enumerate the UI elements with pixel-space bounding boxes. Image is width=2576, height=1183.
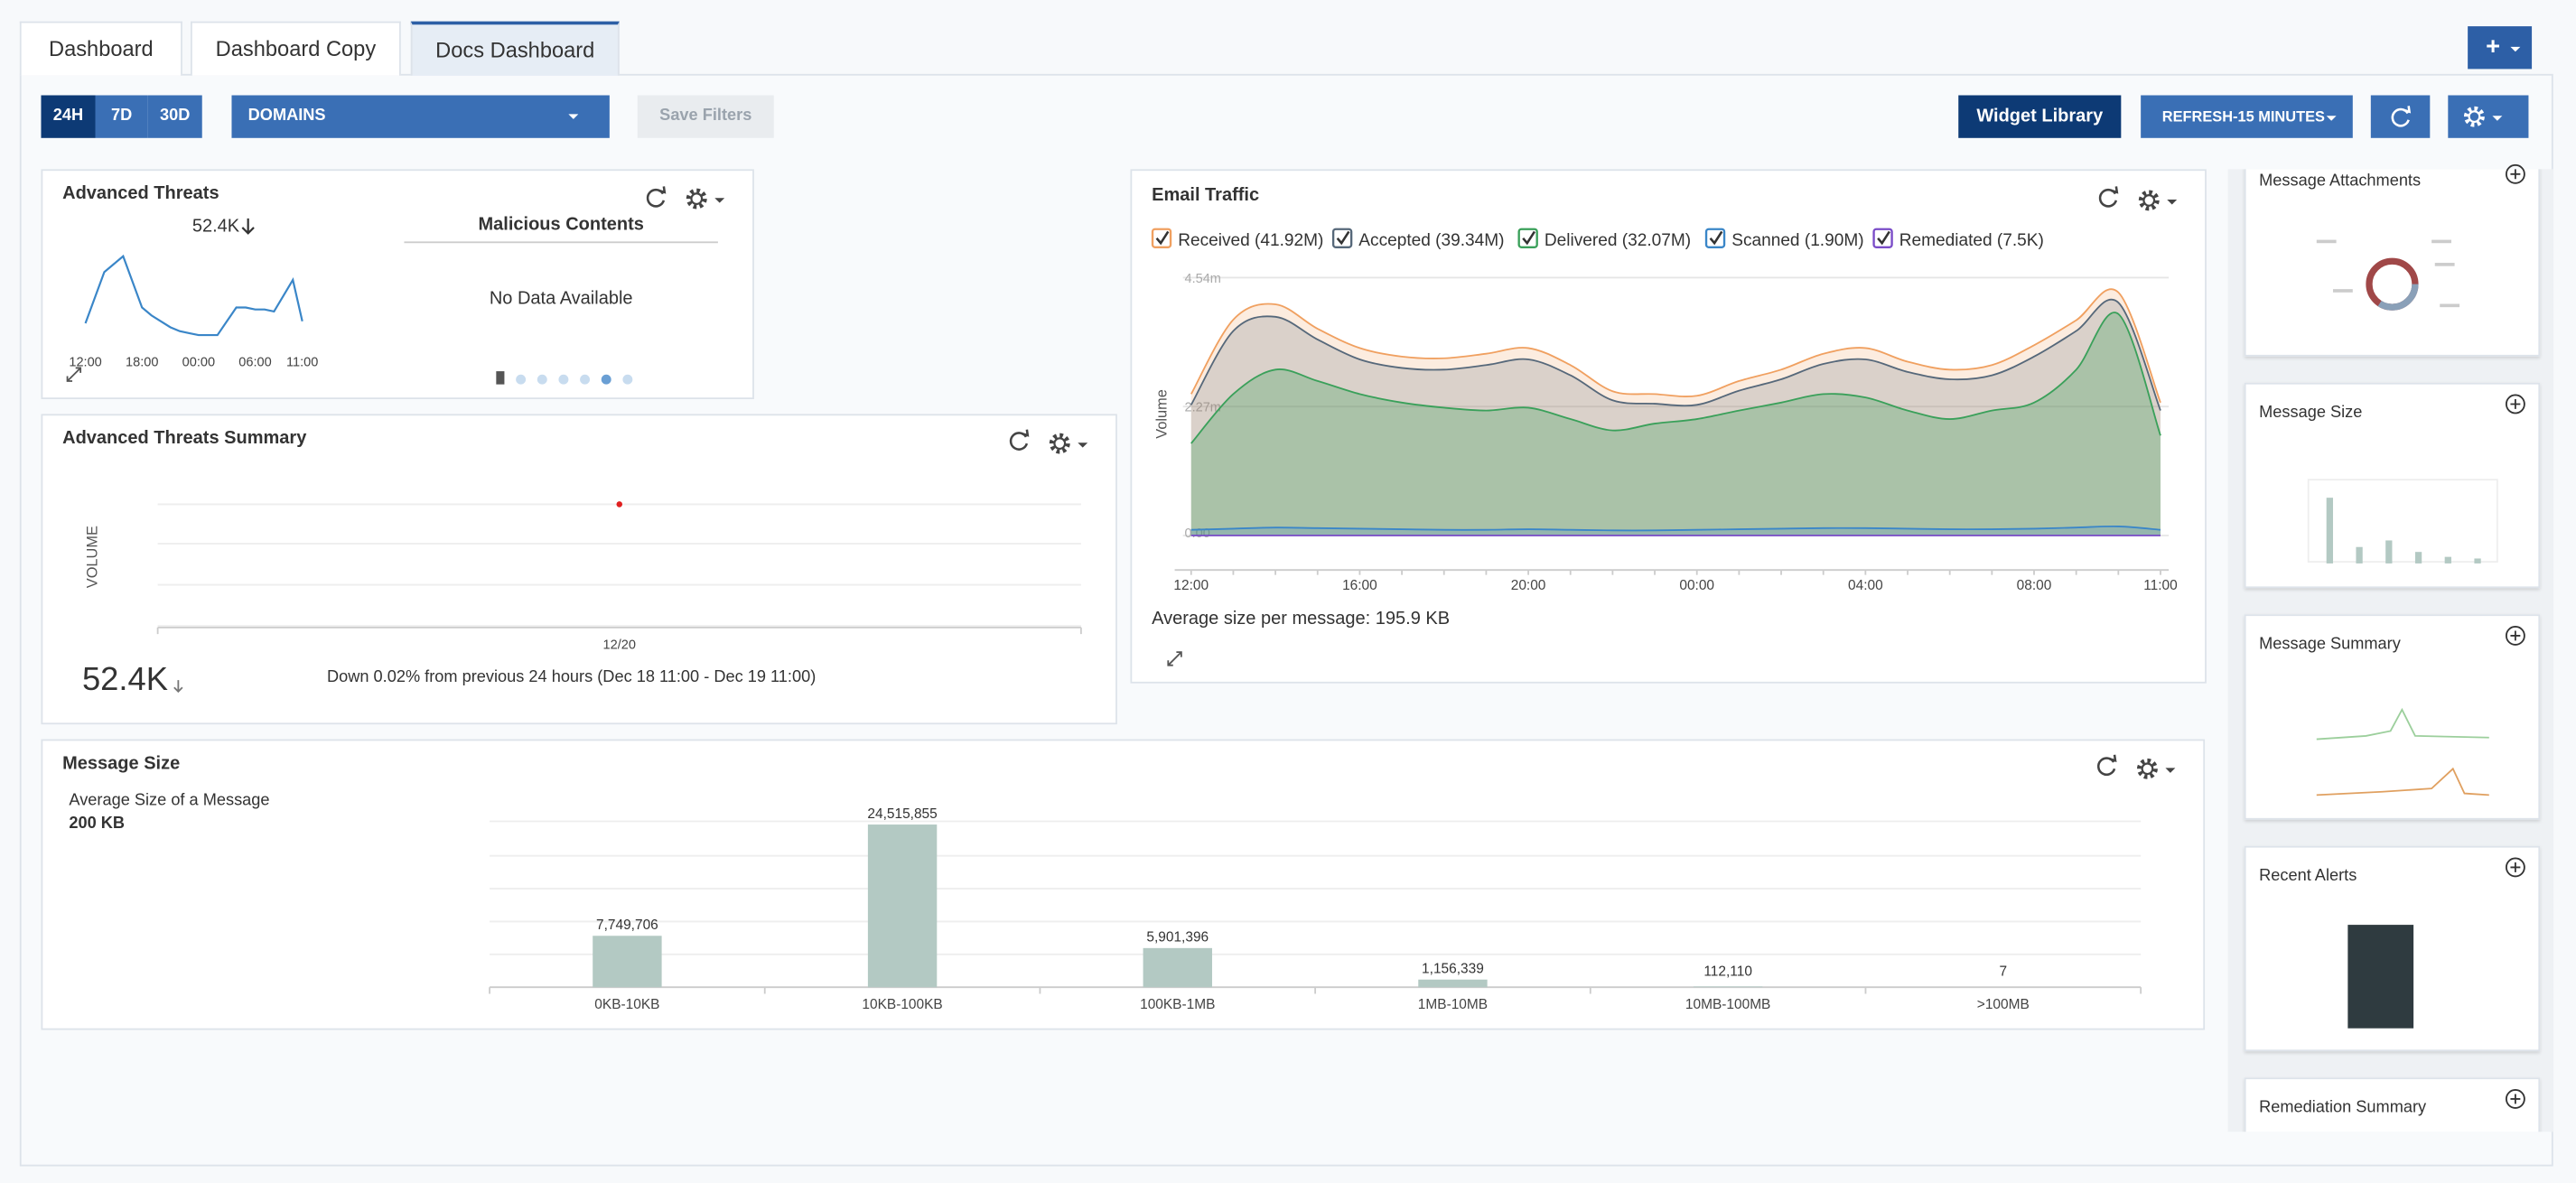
widget-sidebar: Message Attachments Message Size Message… <box>2227 169 2553 1132</box>
panel-title: Malicious Contents <box>404 215 718 244</box>
range-button[interactable]: 30D <box>147 95 202 138</box>
average-value: 200 KB <box>69 815 126 834</box>
empty-message: No Data Available <box>489 289 633 309</box>
tab[interactable]: Dashboard <box>19 21 182 76</box>
range-button[interactable]: 24H <box>41 95 96 138</box>
total: 52.4K <box>191 217 240 237</box>
save-filters-button[interactable]: Save Filters <box>637 95 774 138</box>
widget-card[interactable] <box>2244 169 2541 357</box>
widget-card[interactable] <box>2244 1077 2541 1132</box>
average-label: Average Size of a Message <box>69 791 270 810</box>
axis-label: Volume <box>1153 389 1171 439</box>
refresh-interval-dropdown[interactable]: REFRESH-15 MINUTES <box>2141 95 2353 138</box>
card-title: Message Attachments <box>2259 172 2422 191</box>
card-title: Message Summary <box>2259 635 2401 654</box>
settings-button[interactable] <box>2448 95 2529 138</box>
widget-library-button[interactable]: Widget Library <box>1958 95 2122 138</box>
add-button[interactable]: + <box>2468 26 2533 70</box>
widget-title: Email Traffic <box>1152 185 1260 206</box>
range-button[interactable]: 7D <box>95 95 148 138</box>
footer-note: Average size per message: 195.9 KB <box>1152 609 1451 629</box>
tab[interactable]: Dashboard Copy <box>191 21 401 76</box>
widget <box>41 414 1117 725</box>
widget-title: Advanced Threats <box>62 183 219 204</box>
card-title: Remediation Summary <box>2259 1098 2427 1117</box>
total: 52.4K <box>81 662 169 699</box>
card-title: Message Size <box>2259 404 2363 423</box>
card-title: Recent Alerts <box>2259 867 2357 886</box>
axis-label: VOLUME <box>83 526 100 589</box>
change-note: Down 0.02% from previous 24 hours (Dec 1… <box>326 668 817 687</box>
refresh-button[interactable] <box>2370 95 2431 138</box>
widget-title: Advanced Threats Summary <box>62 428 307 449</box>
widget-title: Message Size <box>62 753 181 774</box>
widget <box>1130 169 2207 684</box>
tab-active[interactable]: Docs Dashboard <box>410 21 620 76</box>
domain-dropdown[interactable]: DOMAINS <box>231 95 610 138</box>
widget <box>41 739 2206 1030</box>
